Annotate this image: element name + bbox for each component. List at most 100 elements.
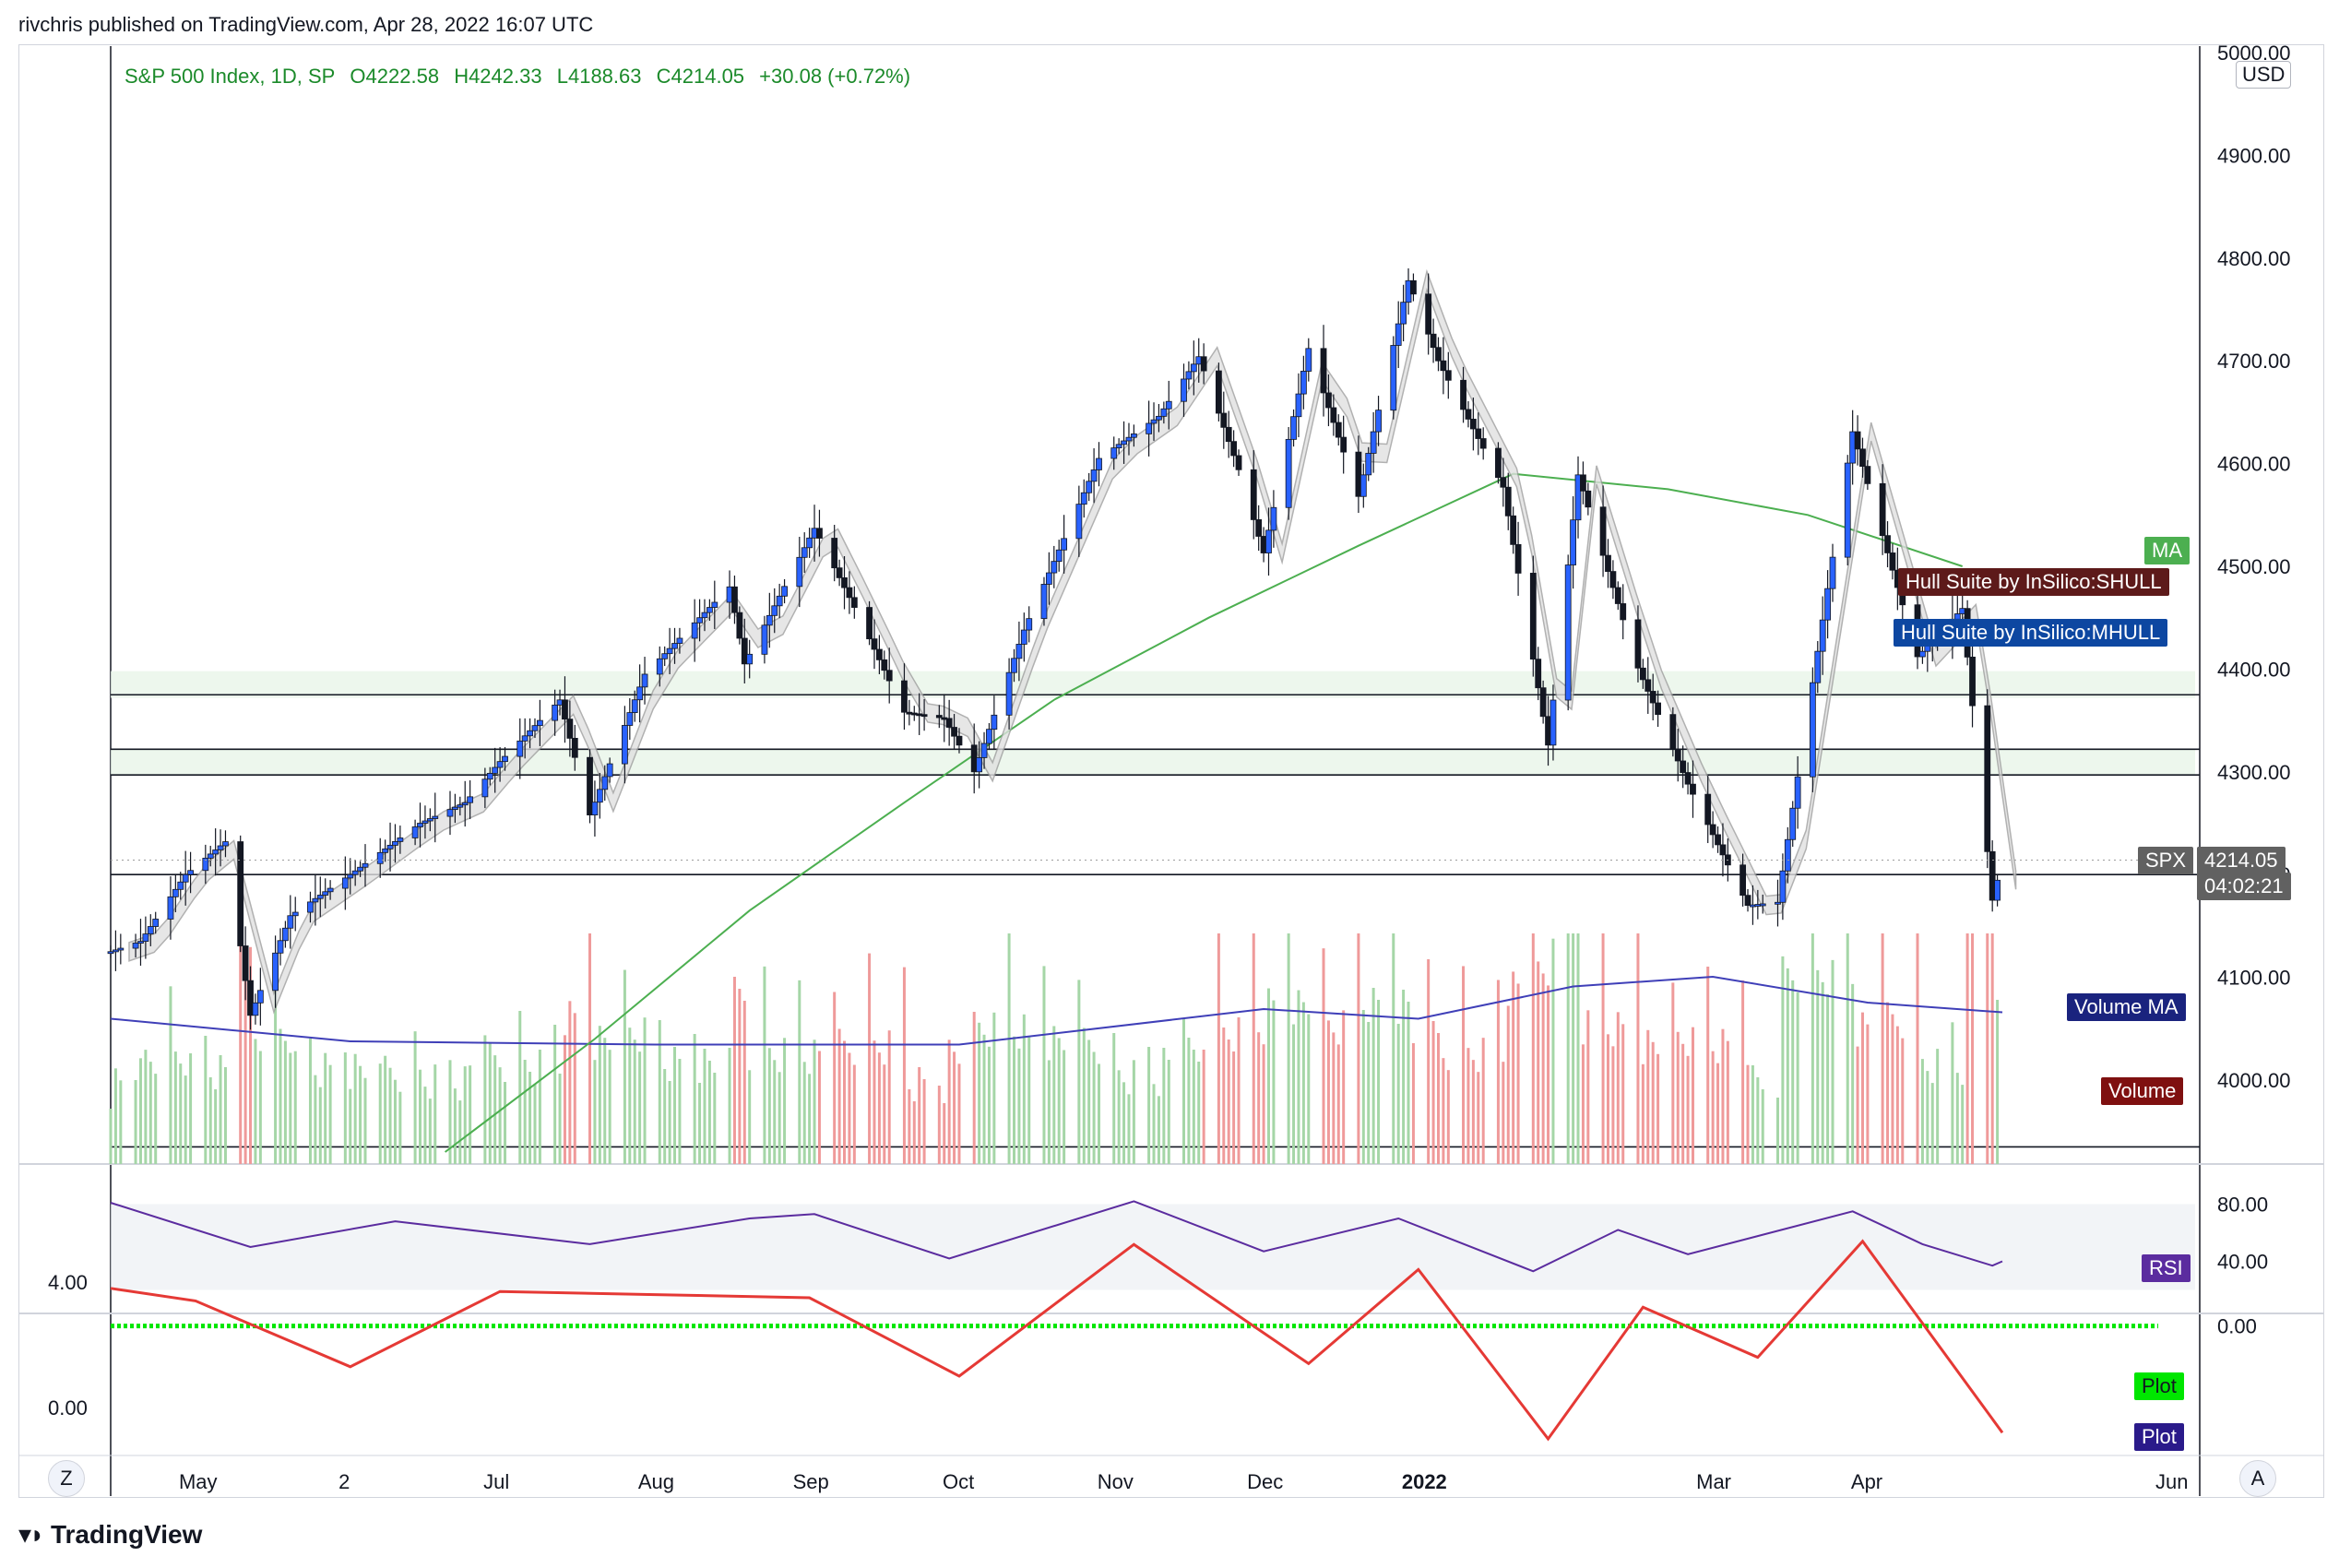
candle-body[interactable] [1639,667,1646,681]
candle-body[interactable] [746,653,754,665]
candle-body[interactable] [1365,453,1372,476]
candle-body[interactable] [376,851,384,864]
candle-body[interactable] [1125,436,1133,442]
candle-body[interactable] [1549,699,1557,746]
candle-body[interactable] [327,887,334,893]
candle-body[interactable] [1844,462,1851,558]
candle-body[interactable] [1165,400,1172,410]
candle-body[interactable] [1410,279,1417,295]
candle-body[interactable] [871,638,878,650]
candle-body[interactable] [1440,360,1447,372]
candle-body[interactable] [1529,573,1537,660]
timezone-button[interactable]: Z [48,1460,85,1497]
candle-body[interactable] [242,945,249,981]
candle-body[interactable] [117,947,125,951]
candle-body[interactable] [481,778,489,798]
legend-symbol[interactable]: S&P 500 Index, 1D, SP [125,65,336,88]
candle-body[interactable] [1146,422,1153,434]
candle-body[interactable] [496,761,504,768]
candle-body[interactable] [1220,412,1228,428]
candle-body[interactable] [527,730,533,737]
candle-body[interactable] [1061,538,1068,551]
candle-body[interactable] [656,658,663,675]
candle-body[interactable] [272,952,279,992]
candle-body[interactable] [1444,370,1452,381]
candle-body[interactable] [1160,408,1168,417]
candle-body[interactable] [1265,529,1272,553]
candle-body[interactable] [552,704,559,721]
candle-body[interactable] [446,809,454,817]
candle-body[interactable] [771,605,778,616]
candle-body[interactable] [636,686,644,701]
candle-body[interactable] [1370,431,1377,454]
candle-body[interactable] [621,725,628,765]
candle-body[interactable] [1340,436,1348,453]
candle-body[interactable] [182,873,189,883]
candle-body[interactable] [1680,760,1687,773]
candle-body[interactable] [1605,554,1611,572]
candle-body[interactable] [1290,416,1297,440]
candle-body[interactable] [1020,629,1027,645]
candle-body[interactable] [1460,379,1466,410]
candle-body[interactable] [1500,477,1507,488]
candle-body[interactable] [1150,419,1158,424]
candle-body[interactable] [1250,469,1257,520]
candle-body[interactable] [1055,549,1063,563]
candle-body[interactable] [207,853,214,859]
candle-body[interactable] [1690,783,1696,795]
candle-body[interactable] [137,941,144,944]
candle-body[interactable] [1495,447,1502,479]
candle-body[interactable] [606,763,613,778]
candle-body[interactable] [980,742,988,758]
candle-body[interactable] [1879,482,1886,537]
candle-body[interactable] [347,873,354,879]
candle-body[interactable] [1225,426,1232,443]
auto-scale-button[interactable]: A [2239,1460,2276,1497]
candle-body[interactable] [696,617,703,624]
candle-body[interactable] [1110,447,1118,459]
candle-body[interactable] [1375,410,1382,433]
candle-body[interactable] [282,927,289,942]
candle-body[interactable] [1325,392,1332,409]
candle-body[interactable] [945,718,953,728]
candle-body[interactable] [357,866,363,872]
candle-body[interactable] [1919,650,1926,658]
candle-body[interactable] [113,949,119,953]
candle-body[interactable] [1655,702,1662,716]
candle-body[interactable] [1984,705,1991,852]
candle-body[interactable] [1674,749,1681,762]
candle-body[interactable] [1255,519,1263,537]
candle-body[interactable] [341,877,349,889]
candle-body[interactable] [382,848,389,853]
candle-body[interactable] [1824,588,1831,621]
candle-body[interactable] [1121,440,1127,445]
candle-body[interactable] [631,699,638,713]
candle-body[interactable] [1599,506,1607,556]
candle-body[interactable] [1864,466,1871,484]
candle-body[interactable] [626,712,634,726]
candle-body[interactable] [1040,584,1048,620]
candle-body[interactable] [1469,419,1477,430]
candle-body[interactable] [976,757,983,773]
candle-body[interactable] [881,659,888,671]
candle-body[interactable] [1634,619,1642,669]
candle-body[interactable] [277,940,284,954]
candle-body[interactable] [152,919,160,927]
candle-body[interactable] [411,826,419,838]
candle-body[interactable] [492,766,499,774]
candle-body[interactable] [1181,378,1187,402]
candle-body[interactable] [417,823,423,827]
candle-body[interactable] [1969,657,1976,707]
candle-body[interactable] [1784,838,1791,872]
candle-body[interactable] [1889,552,1896,571]
candle-body[interactable] [142,933,149,943]
candle-body[interactable] [691,622,698,639]
candle-body[interactable] [177,881,184,890]
candle-body[interactable] [591,802,599,815]
candle-body[interactable] [1090,469,1098,482]
candle-body[interactable] [1005,671,1013,716]
candle-body[interactable] [736,612,743,639]
candle-body[interactable] [1580,474,1586,492]
candle-body[interactable] [1355,451,1362,497]
